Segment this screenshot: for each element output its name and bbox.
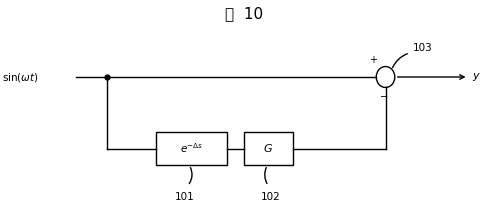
Text: 101: 101: [174, 192, 194, 202]
Text: −: −: [381, 92, 388, 102]
Text: $e^{-\Delta s}$: $e^{-\Delta s}$: [180, 142, 203, 155]
Text: 102: 102: [261, 192, 281, 202]
Text: $y$: $y$: [472, 71, 481, 83]
Text: +: +: [369, 55, 377, 66]
Bar: [156, 132, 227, 165]
Text: $G$: $G$: [264, 143, 273, 154]
Text: $\mathrm{sin}(\omega t)$: $\mathrm{sin}(\omega t)$: [2, 70, 39, 84]
Bar: [244, 132, 293, 165]
Text: 図  10: 図 10: [225, 6, 263, 21]
Text: 103: 103: [412, 43, 432, 53]
